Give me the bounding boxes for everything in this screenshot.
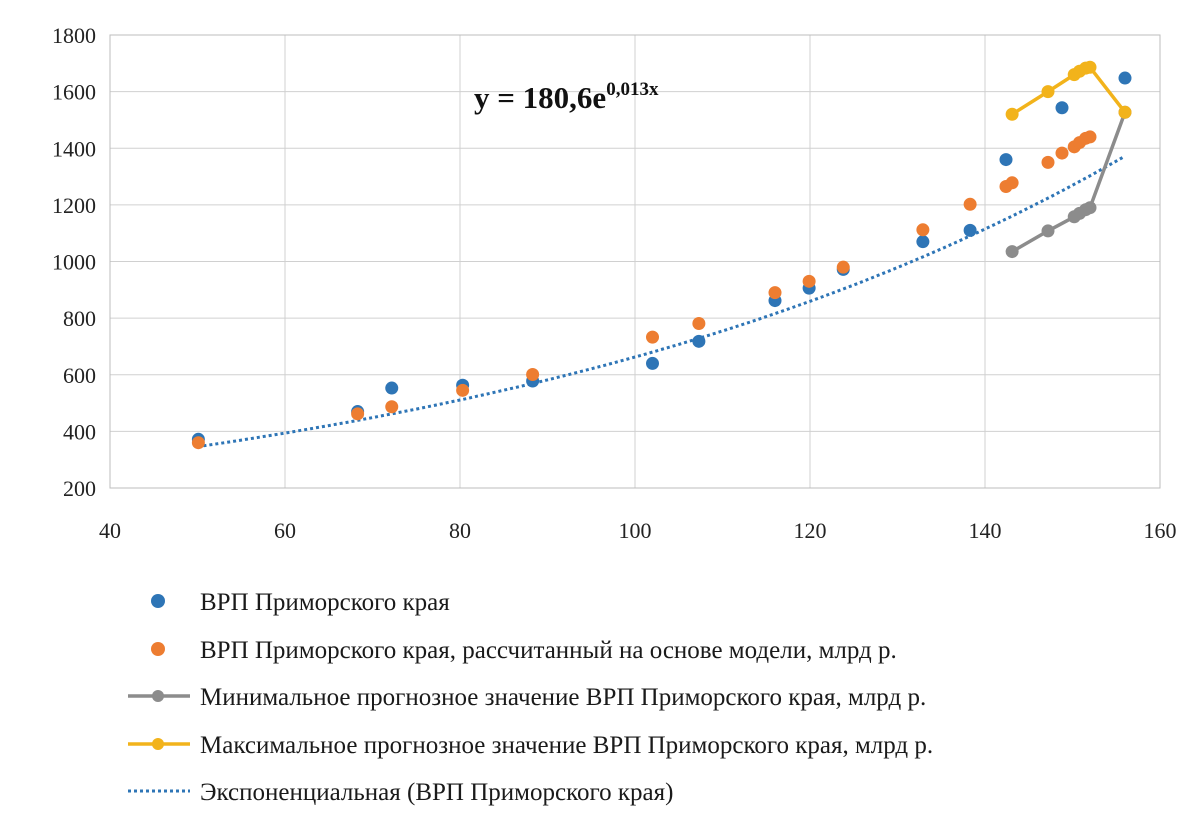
series-point-model-8 — [802, 274, 816, 288]
x-tick-label-40: 40 — [99, 518, 121, 543]
y-tick-label-800: 800 — [63, 306, 96, 331]
series-point-model-2 — [385, 400, 399, 414]
series-point-model-6 — [692, 317, 706, 331]
legend-item-model[interactable]: ВРП Приморского края, рассчитанный на ос… — [151, 637, 897, 664]
axis-layer: 200 400 600 800 1000 1200 1400 1600 1800 40 60 80 10… — [52, 23, 1177, 543]
series-point-vrp-13 — [1055, 101, 1069, 115]
legend-item-min-forecast[interactable]: Минимальное прогнозное значение ВРП Прим… — [128, 684, 926, 711]
y-tick-label-1000: 1000 — [52, 250, 96, 275]
x-tick-label-120: 120 — [794, 518, 827, 543]
x-tick-label-160: 160 — [1144, 518, 1177, 543]
equation-annotation: y = 180,6e0,013x — [474, 79, 659, 115]
legend-label-model: ВРП Приморского края, рассчитанный на ос… — [200, 637, 897, 664]
annotation-layer: y = 180,6e0,013x — [474, 79, 659, 115]
trendline-exponential — [197, 154, 1126, 449]
y-tick-label-1200: 1200 — [52, 193, 96, 218]
series-point-min-forecast-5 — [1083, 201, 1097, 215]
x-tick-label-60: 60 — [274, 518, 296, 543]
legend-item-trendline[interactable]: Экспоненциальная (ВРП Приморского края) — [128, 779, 673, 806]
equation-exponent: 0,013x — [606, 79, 659, 100]
legend-label-trendline: Экспоненциальная (ВРП Приморского края) — [200, 779, 673, 806]
series-point-vrp-11 — [963, 223, 977, 237]
y-tick-label-200: 200 — [63, 476, 96, 501]
x-tick-label-140: 140 — [969, 518, 1002, 543]
y-tick-label-1600: 1600 — [52, 80, 96, 105]
series-point-model-5 — [646, 330, 659, 344]
series-point-vrp-6 — [692, 334, 706, 348]
series-point-model-1 — [351, 407, 365, 421]
plot-area-border — [109, 34, 1161, 489]
legend-item-vrp[interactable]: ВРП Приморского края — [151, 589, 450, 616]
y-tick-label-400: 400 — [63, 419, 96, 444]
legend-item-max-forecast[interactable]: Максимальное прогнозное значение ВРП При… — [128, 732, 933, 759]
series-point-model-0 — [191, 436, 205, 450]
x-tick-label-80: 80 — [449, 518, 471, 543]
legend-marker-min-forecast — [152, 690, 164, 702]
legend-label-max-forecast: Максимальное прогнозное значение ВРП При… — [200, 732, 933, 759]
series-point-max-forecast-1 — [1041, 85, 1055, 99]
y-tick-label-1800: 1800 — [52, 23, 96, 48]
series-point-max-forecast-6 — [1118, 105, 1132, 119]
legend: ВРП Приморского края ВРП Приморского кра… — [128, 589, 933, 806]
series-point-model-13 — [1005, 176, 1019, 190]
series-layer — [191, 60, 1132, 450]
legend-marker-max-forecast — [152, 738, 164, 750]
grid-layer — [109, 34, 1161, 489]
legend-marker-vrp — [151, 594, 165, 608]
series-point-min-forecast-1 — [1041, 224, 1055, 238]
series-point-vrp-12 — [999, 153, 1013, 167]
series-point-max-forecast-0 — [1005, 107, 1019, 121]
legend-label-min-forecast: Минимальное прогнозное значение ВРП Прим… — [200, 684, 926, 711]
equation-base: y = 180,6e — [474, 80, 606, 115]
series-point-model-19 — [1083, 130, 1097, 144]
series-line-min-forecast — [1011, 111, 1127, 254]
series-point-vrp-2 — [385, 381, 399, 395]
series-point-model-9 — [836, 260, 850, 274]
series-point-max-forecast-5 — [1083, 60, 1097, 74]
series-point-model-15 — [1055, 146, 1069, 160]
series-point-model-3 — [456, 383, 470, 397]
series-point-model-14 — [1041, 155, 1055, 169]
y-tick-label-1400: 1400 — [52, 136, 96, 161]
legend-marker-model — [151, 642, 165, 656]
x-tick-label-100: 100 — [619, 518, 652, 543]
series-point-model-7 — [768, 286, 782, 300]
series-point-model-11 — [963, 197, 977, 211]
series-point-model-4 — [526, 367, 540, 381]
series-point-vrp-10 — [916, 235, 930, 249]
y-tick-label-600: 600 — [63, 363, 96, 388]
series-point-vrp-5 — [646, 356, 659, 370]
series-point-model-10 — [916, 223, 930, 237]
legend-label-vrp: ВРП Приморского края — [200, 589, 450, 616]
series-point-min-forecast-0 — [1005, 245, 1019, 259]
series-point-vrp-14 — [1118, 71, 1132, 85]
